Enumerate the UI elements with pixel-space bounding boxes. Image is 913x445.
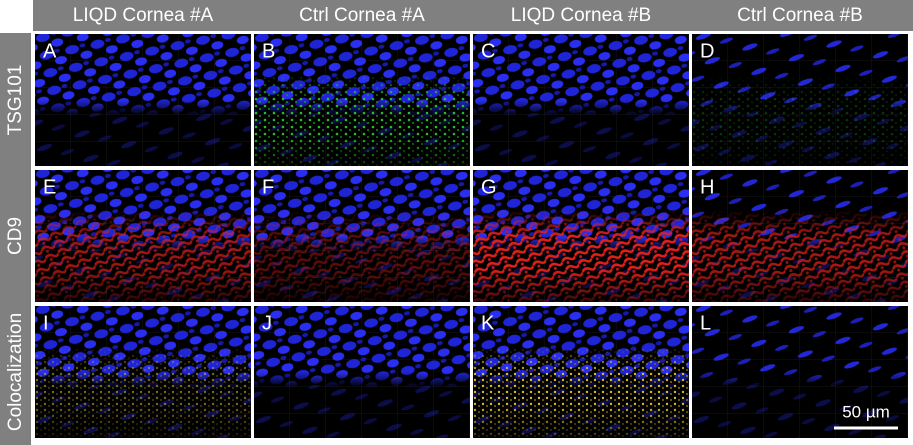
stain xyxy=(473,170,689,302)
nuclei-sparse xyxy=(473,113,689,166)
stain xyxy=(254,34,470,166)
panel-letter: G xyxy=(481,176,497,198)
panel-letter: E xyxy=(43,176,56,198)
panel-letter: F xyxy=(262,176,274,198)
panel-letter: H xyxy=(700,176,714,198)
stain xyxy=(35,306,251,438)
image-panel: K xyxy=(473,306,689,438)
image-panel: A xyxy=(35,34,251,166)
column-header-bar xyxy=(33,0,913,31)
nuclei-sparse xyxy=(254,385,470,438)
image-panel: H xyxy=(692,170,908,302)
row-header: CD9 xyxy=(5,217,26,255)
column-header: LIQD Cornea #A xyxy=(73,5,214,26)
image-panel: E xyxy=(35,170,251,302)
image-panel: I xyxy=(35,306,251,438)
row-header: TSG101 xyxy=(5,65,26,136)
nuclei-sparse xyxy=(35,113,251,166)
image-panel: D xyxy=(692,34,908,166)
panel-letter: K xyxy=(481,312,495,334)
image-panel: J xyxy=(254,306,470,438)
row-header: Colocalization xyxy=(5,313,26,431)
stain xyxy=(692,170,908,302)
stain xyxy=(692,34,908,166)
row-header-bar xyxy=(0,33,31,445)
stain xyxy=(473,306,689,438)
column-header: LIQD Cornea #B xyxy=(511,5,651,26)
panel-letter: D xyxy=(700,40,714,62)
stain xyxy=(35,170,251,302)
panel-letter: A xyxy=(43,40,57,62)
panel-letter: B xyxy=(262,40,275,62)
scale-bar-label: 50 µm xyxy=(842,402,890,421)
stain xyxy=(254,170,470,302)
panel-letter: C xyxy=(481,40,495,62)
column-header: Ctrl Cornea #B xyxy=(737,5,863,26)
panel-letter: I xyxy=(43,312,49,334)
panel-letter: L xyxy=(700,312,711,334)
panel-grid: A B C D E F G H I J K L xyxy=(35,34,908,438)
panel-letter: J xyxy=(262,312,272,334)
column-header: Ctrl Cornea #A xyxy=(299,5,425,26)
image-panel: B xyxy=(254,34,470,166)
image-panel: C xyxy=(473,34,689,166)
image-panel: G xyxy=(473,170,689,302)
image-panel: F xyxy=(254,170,470,302)
